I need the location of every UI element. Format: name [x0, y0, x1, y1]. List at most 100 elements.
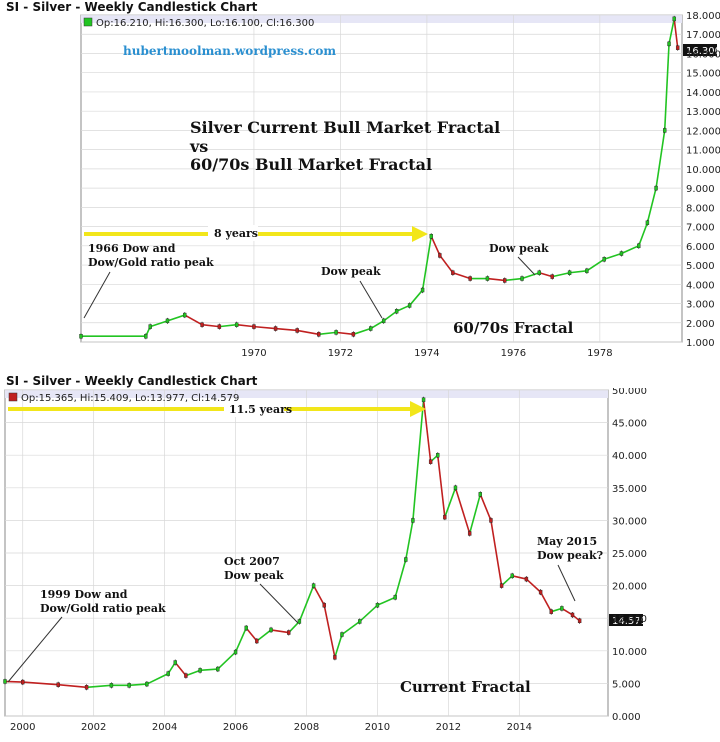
watermark: hubertmoolman.wordpress.com [123, 44, 336, 58]
bottom-price-segment [394, 559, 407, 598]
top-y-tick-label: 17.000 [686, 30, 720, 41]
bottom-candle-point [322, 602, 326, 608]
bottom-candle-point [570, 612, 575, 618]
bottom-y-tick-label: 45.000 [612, 419, 647, 430]
top-y-tick-label: 1.000 [686, 338, 715, 349]
bottom-may-note-2: Dow peak? [537, 549, 603, 562]
bottom-price-segment [501, 575, 513, 587]
top-candle-point [667, 41, 671, 47]
bottom-price-segment [479, 494, 492, 521]
top-y-tick-label: 7.000 [686, 223, 715, 234]
top-y-tick-label: 5.000 [686, 261, 715, 272]
bottom-chart-title: SI - Silver - Weekly Candlestick Chart [6, 374, 258, 388]
bottom-candle-point [428, 459, 433, 464]
bottom-candle-point [489, 518, 493, 523]
bottom-price-segment [422, 399, 432, 462]
top-price-segment [318, 331, 337, 336]
top-candle-point [252, 324, 256, 329]
bottom-price-segment [86, 684, 112, 689]
bottom-last-price-box [609, 614, 643, 626]
bottom-x-tick-label: 2008 [294, 722, 319, 733]
top-arrow-label: 8 years [214, 227, 258, 240]
top-price-segment [336, 331, 354, 336]
top-x-axis: 1970 1972 1974 1976 1978 [241, 348, 612, 359]
top-candle-point [550, 274, 554, 279]
bottom-price-segment [551, 607, 563, 613]
top-price-segment [184, 314, 203, 326]
bottom-candle-point [127, 683, 131, 688]
top-price-segment [638, 222, 649, 247]
bottom-price-segment [512, 575, 527, 580]
top-candle-point [619, 251, 624, 256]
top-candle-point [79, 334, 83, 339]
bottom-arrow-label: 11.5 years [229, 403, 292, 416]
bottom-candle-point [3, 679, 7, 684]
bottom-oct-note-2: Dow peak [224, 569, 284, 582]
bottom-candle-point [421, 397, 426, 402]
top-y-tick-label: 9.000 [686, 184, 715, 195]
bottom-x-tick-label: 2012 [436, 722, 461, 733]
top-dow-pointer-2 [517, 256, 536, 276]
bottom-candle-point [358, 619, 362, 624]
top-y-tick-label: 11.000 [686, 146, 720, 157]
bottom-candle-point [311, 583, 316, 588]
bottom-x-tick-label: 2002 [81, 722, 106, 733]
bottom-fractal-label: Current Fractal [400, 678, 531, 696]
top-candle-point [317, 332, 321, 337]
top-candle-point [144, 334, 148, 339]
top-price-segment [167, 314, 186, 322]
top-price-segment [504, 277, 523, 282]
bottom-candle-point [255, 638, 259, 644]
bottom-y-tick-label: 50.000 [612, 388, 647, 397]
top-peak-note-1: 1966 Dow and [88, 242, 176, 255]
top-price-segment [439, 254, 454, 274]
bottom-candle-point [478, 492, 483, 497]
bottom-arrow-label-bg [224, 401, 284, 417]
bottom-candle-point [524, 576, 529, 582]
bottom-peak-pointer [7, 616, 63, 683]
top-candle-point [663, 128, 667, 133]
bottom-price-segment [298, 585, 315, 622]
top-x-tick-label: 1974 [414, 348, 439, 359]
bottom-x-tick-label: 2000 [10, 722, 35, 733]
top-candle-point [468, 276, 472, 281]
top-y-axis: 1.000 2.000 3.000 4.000 5.000 6.000 7.000 8.000… [686, 11, 720, 349]
bottom-y-tick-label: 35.000 [612, 484, 647, 495]
bottom-x-tick-label: 2014 [507, 722, 532, 733]
bottom-candle-point [560, 606, 564, 611]
bottom-candle-point [499, 583, 504, 588]
bottom-price-segment [412, 399, 425, 521]
top-x-tick-label: 1972 [328, 348, 353, 359]
top-price-segment [452, 271, 471, 280]
bottom-price-segment [341, 620, 361, 636]
top-candle-point [381, 318, 386, 324]
top-candle-point [485, 276, 490, 281]
top-x-tick-label: 1976 [501, 348, 526, 359]
top-y-tick-label: 12.000 [686, 126, 720, 137]
bottom-price-segment [561, 607, 573, 616]
top-price-segment [396, 304, 410, 312]
top-candle-point [334, 330, 338, 335]
bottom-y-tick-label: 15.000 [612, 614, 647, 625]
top-candle-point [295, 328, 299, 333]
bottom-arrow-head [410, 401, 426, 417]
top-last-price: 16.300 [686, 46, 720, 57]
bottom-legend-box [8, 392, 18, 402]
top-y-tick-label: 3.000 [686, 300, 715, 311]
bottom-price-series [3, 396, 582, 691]
top-candle-point [429, 234, 433, 239]
top-peak-pointer [83, 271, 111, 319]
top-price-segment [521, 271, 540, 280]
top-candle-point [672, 16, 676, 22]
bottom-x-tick-label: 2006 [223, 722, 248, 733]
bottom-x-axis: 2000 2002 2004 2006 2008 2010 2012 2014 [10, 722, 532, 733]
top-candle-point [200, 322, 204, 327]
bottom-candle-point [56, 682, 60, 687]
bottom-candle-point [340, 632, 344, 637]
bottom-price-segment [359, 604, 378, 623]
top-candle-point [654, 185, 658, 191]
top-plot-area [80, 14, 683, 343]
top-x-tick-label: 1970 [241, 348, 266, 359]
bottom-candle-point [109, 683, 114, 688]
bottom-y-tick-label: 10.000 [612, 647, 647, 658]
